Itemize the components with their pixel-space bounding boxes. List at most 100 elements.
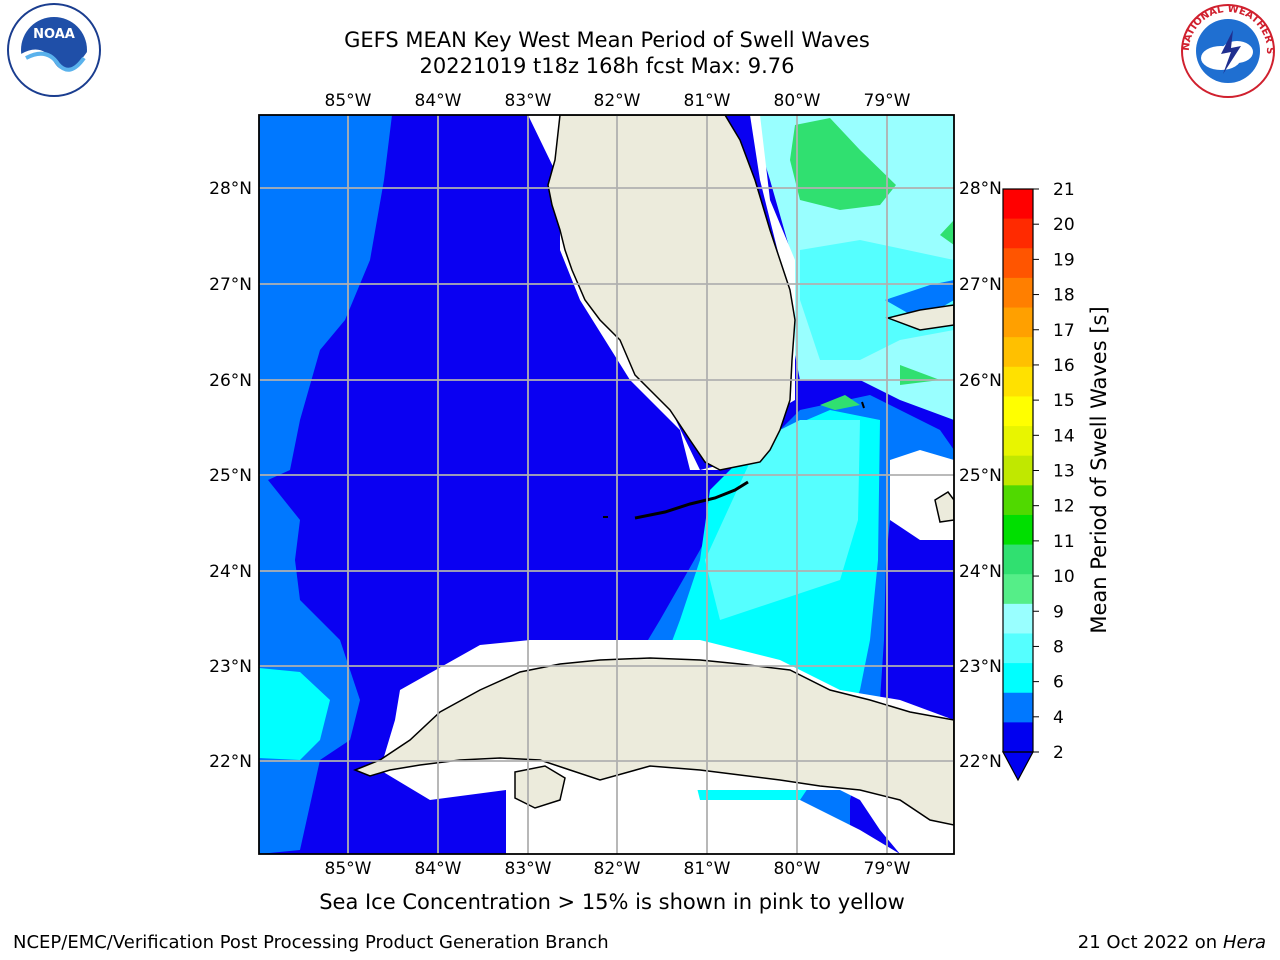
lon-label: 83°W (505, 91, 552, 111)
map-frame (258, 114, 955, 855)
lat-label: 24°N (209, 562, 252, 582)
colorbar: 21 20 19 18 17 16 15 14 13 12 11 10 9 8 6 4 2 Mean Perio… (1001, 180, 1111, 782)
credit-date: 21 Oct 2022 on Hera (1078, 932, 1266, 953)
colorbar-segment (1003, 337, 1033, 368)
lon-label: 85°W (325, 859, 372, 879)
colorbar-tick-label: 15 (1053, 391, 1075, 411)
colorbar-segment (1003, 218, 1033, 249)
lat-label: 27°N (209, 275, 252, 295)
graticule (259, 115, 954, 854)
colorbar-ticks: 21 20 19 18 17 16 15 14 13 12 11 10 9 8 6 4 2 (1033, 180, 1075, 763)
colorbar-tick-label: 19 (1053, 250, 1075, 270)
nodata-bahamas (890, 450, 954, 540)
lon-label: 83°W (505, 859, 552, 879)
colorbar-tick-label: 12 (1053, 497, 1075, 517)
colorbar-tick-label: 8 (1053, 637, 1064, 657)
land-cuba (352, 657, 954, 826)
colorbar-tick-label: 2 (1053, 743, 1064, 763)
sea-band-8-9-east (705, 420, 860, 620)
colorbar-segment (1003, 277, 1033, 309)
colorbar-segment (1003, 603, 1033, 634)
colorbar-tick-label: 21 (1053, 180, 1075, 200)
lat-label: 28°N (209, 179, 252, 199)
lat-labels-left: 28°N 27°N 26°N 25°N 24°N 23°N 22°N (209, 179, 252, 772)
sea-band-6-8-north (800, 240, 954, 360)
colorbar-tick-label: 9 (1053, 602, 1064, 622)
sea-band-9-10-ne (940, 220, 954, 245)
lon-label: 79°W (864, 91, 911, 111)
credit-branch: NCEP/EMC/Verification Post Processing Pr… (13, 932, 609, 953)
colorbar-label: Mean Period of Swell Waves [s] (1087, 306, 1111, 633)
lat-label: 24°N (959, 562, 1002, 582)
lon-label: 82°W (594, 91, 641, 111)
lat-label: 23°N (209, 657, 252, 677)
lon-label: 80°W (774, 91, 821, 111)
colorbar-segment (1003, 633, 1033, 664)
lat-label: 26°N (209, 371, 252, 391)
lon-label: 79°W (864, 859, 911, 879)
lat-label: 27°N (959, 275, 1002, 295)
lon-label: 82°W (594, 859, 641, 879)
colorbar-tick-label: 13 (1053, 462, 1075, 482)
colorbar-segment (1003, 544, 1033, 575)
lat-label: 25°N (959, 466, 1002, 486)
sea-band-4-6-west (259, 115, 392, 854)
colorbar-segments (1003, 189, 1033, 753)
lon-label: 80°W (774, 859, 821, 879)
lat-label: 25°N (209, 466, 252, 486)
credit-host: Hera (1222, 932, 1266, 953)
colorbar-segment (1003, 485, 1033, 516)
lat-label: 22°N (959, 752, 1002, 772)
colorbar-segment (1003, 514, 1033, 546)
lon-label: 85°W (325, 91, 372, 111)
noaa-logo: NOAA (7, 3, 101, 97)
colorbar-tick-label: 16 (1053, 356, 1075, 376)
colorbar-tick-label: 6 (1053, 673, 1064, 693)
colorbar-segment (1003, 692, 1033, 723)
lon-label: 81°W (684, 91, 731, 111)
colorbar-segment (1003, 366, 1033, 397)
lon-label: 84°W (415, 859, 462, 879)
land-bahamas-andros (934, 491, 954, 523)
land-bahamas-north (885, 304, 954, 331)
land-florida (547, 115, 796, 471)
colorbar-tick-label: 18 (1053, 286, 1075, 306)
colorbar-segment (1003, 663, 1033, 694)
colorbar-segment (1003, 189, 1033, 220)
lat-labels-right: 28°N 27°N 26°N 25°N 24°N 23°N 22°N (959, 179, 1002, 772)
colorbar-segment (1003, 455, 1033, 486)
map-title-line1: GEFS MEAN Key West Mean Period of Swell … (344, 28, 870, 52)
noaa-logo-text: NOAA (33, 27, 75, 42)
lat-label: 23°N (959, 657, 1002, 677)
colorbar-tick-label: 4 (1053, 708, 1064, 728)
land-bimini (861, 401, 865, 409)
map-title-line2: 20221019 t18z 168h fcst Max: 9.76 (419, 54, 795, 78)
lon-labels-bottom: 85°W 84°W 83°W 82°W 81°W 80°W 79°W (325, 859, 911, 879)
sea-band-6-8-west (259, 668, 330, 760)
lat-label: 26°N (959, 371, 1002, 391)
sea-ice-note: Sea Ice Concentration > 15% is shown in … (319, 890, 905, 914)
colorbar-segment (1003, 248, 1033, 279)
colorbar-tick-label: 20 (1053, 215, 1075, 235)
lon-labels-top: 85°W 84°W 83°W 82°W 81°W 80°W 79°W (325, 91, 911, 111)
colorbar-tick-label: 17 (1053, 321, 1075, 341)
colorbar-segment (1003, 574, 1033, 605)
nws-logo: NATIONAL WEATHER SERVICE (1177, 2, 1275, 98)
map-field (259, 115, 954, 854)
lat-label: 28°N (959, 179, 1002, 199)
sea-band-9-10-spot (820, 395, 860, 410)
credit-date-text: 21 Oct 2022 on (1077, 932, 1218, 953)
sea-band-9-10-north (790, 118, 896, 210)
lat-label: 22°N (209, 752, 252, 772)
colorbar-tick-label: 10 (1053, 567, 1075, 587)
land-keys (634, 480, 749, 520)
colorbar-segment (1003, 396, 1033, 427)
colorbar-segment (1003, 426, 1033, 457)
lon-label: 84°W (415, 91, 462, 111)
colorbar-tick-label: 11 (1053, 532, 1075, 552)
colorbar-tick-label: 14 (1053, 426, 1075, 446)
colorbar-segment (1003, 722, 1033, 753)
colorbar-extend-triangle (1001, 751, 1035, 782)
colorbar-segment (1003, 307, 1033, 338)
